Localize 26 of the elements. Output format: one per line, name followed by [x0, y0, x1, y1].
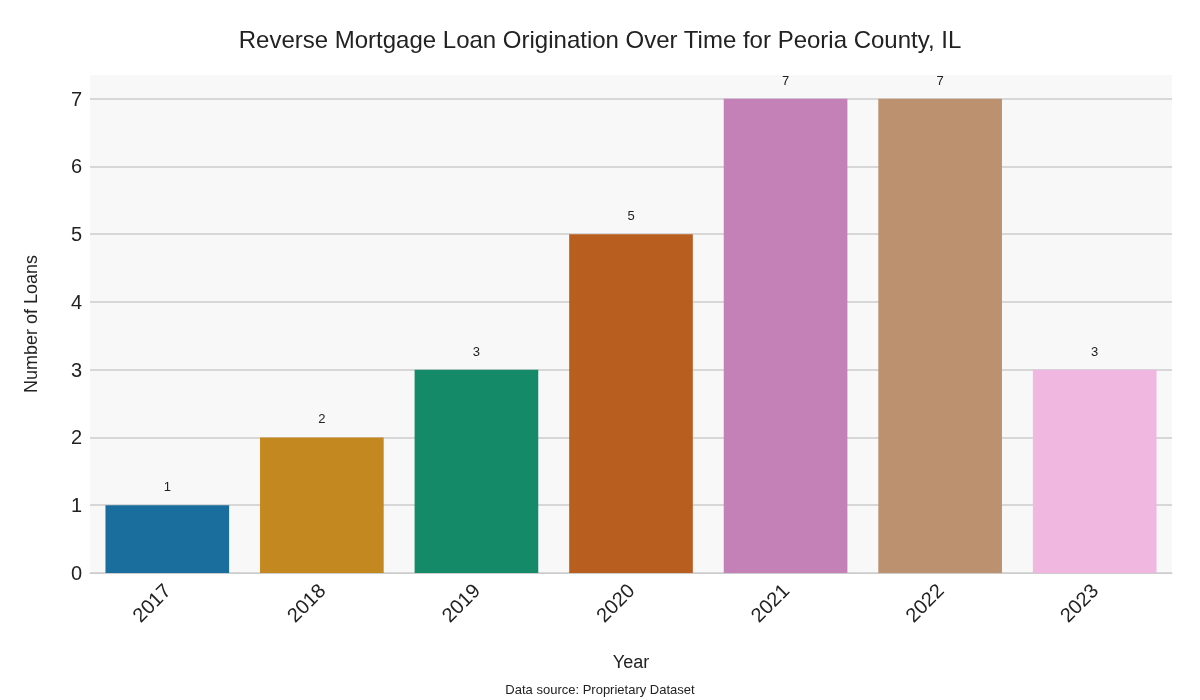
bar	[105, 505, 230, 573]
bar	[414, 369, 539, 573]
y-tick-label: 4	[70, 290, 82, 313]
y-tick-label: 0	[70, 562, 82, 584]
data-label: 7	[781, 72, 790, 88]
bar	[260, 437, 384, 573]
bar	[723, 98, 848, 573]
y-tick-label: 7	[70, 87, 82, 110]
data-label: 2	[318, 411, 326, 427]
y-tick-label: 5	[70, 223, 82, 246]
y-tick-label: 1	[70, 494, 82, 517]
data-label: 7	[936, 72, 944, 88]
chart-title: Reverse Mortgage Loan Origination Over Time for Peoria County, IL	[238, 25, 962, 53]
y-tick-label: 3	[70, 358, 82, 381]
data-label: 3	[1091, 343, 1099, 359]
y-tick-label: 2	[70, 426, 82, 449]
data-label: 5	[627, 208, 635, 224]
x-axis-title: Year	[612, 652, 650, 672]
y-axis-title: Number of Loans	[21, 254, 41, 394]
bar	[1032, 369, 1157, 573]
bar	[569, 234, 693, 573]
source-note: Data source: Proprietary Dataset	[505, 682, 696, 697]
data-label: 1	[163, 479, 171, 495]
data-label: 3	[472, 343, 481, 359]
y-tick-label: 6	[70, 155, 82, 178]
bar	[878, 98, 1002, 573]
